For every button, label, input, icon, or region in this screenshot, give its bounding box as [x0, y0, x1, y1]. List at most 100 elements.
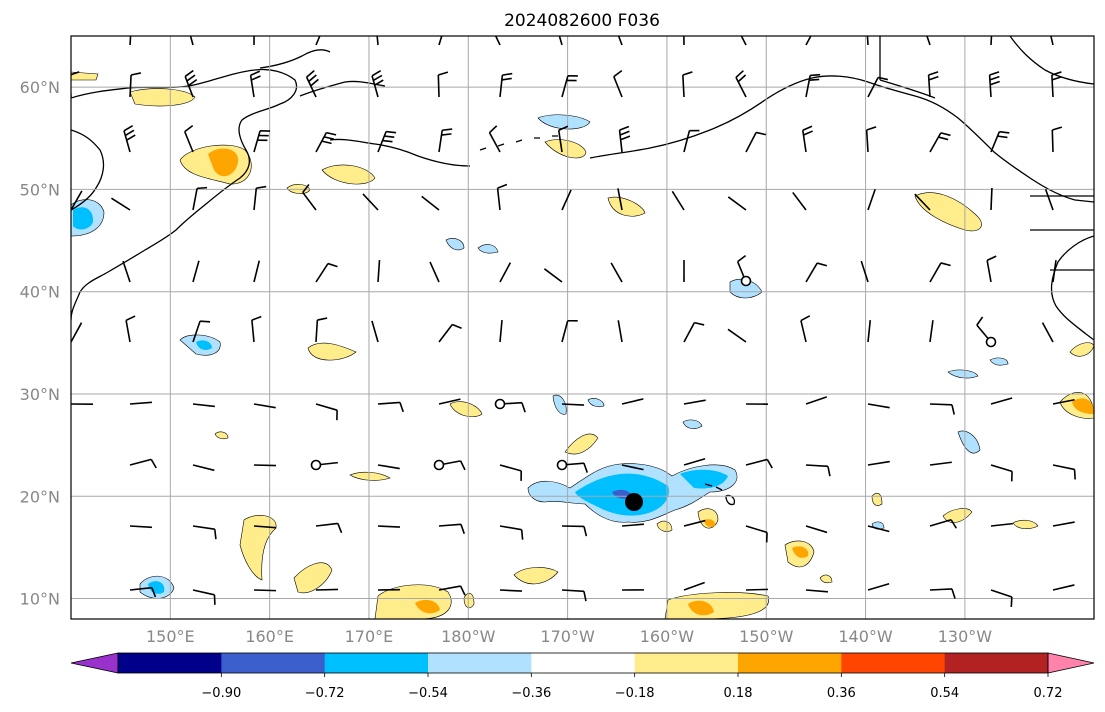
- negative-anomaly-core: [73, 207, 94, 230]
- positive-anomaly-area: [819, 574, 833, 584]
- wind-barb: [990, 522, 1013, 527]
- wind-barb: [1041, 322, 1054, 343]
- positive-anomaly-area: [656, 520, 673, 532]
- wind-barb: [377, 401, 404, 413]
- wind-barb: [305, 70, 319, 98]
- wind-barb: [1052, 521, 1075, 527]
- wind-barb: [376, 36, 379, 46]
- wind-barb: [129, 458, 157, 469]
- colorbar-extend-high: [1047, 652, 1095, 674]
- positive-anomaly-core: [688, 600, 714, 616]
- positive-anomaly-area: [214, 431, 229, 440]
- colorbar-extend-low: [70, 652, 119, 674]
- longitude-label: 180°W: [441, 627, 496, 646]
- wind-barb: [617, 188, 623, 211]
- wind-barb: [613, 69, 623, 98]
- wind-barb: [682, 71, 693, 98]
- wind-barb: [377, 130, 397, 153]
- wind-barb: [315, 36, 321, 46]
- wind-barb: [253, 36, 255, 46]
- anomaly-shading: [71, 71, 1094, 619]
- positive-anomaly-area: [71, 71, 99, 81]
- wind-barb: [123, 125, 136, 153]
- negative-anomaly-core: [196, 340, 212, 350]
- wind-barb: [438, 36, 443, 46]
- wind-barb: [129, 401, 152, 405]
- wind-barb: [192, 525, 217, 540]
- wind-barbs: [71, 36, 1076, 607]
- wind-barb: [618, 125, 631, 153]
- wind-barb: [1051, 126, 1063, 153]
- wind-barb: [371, 320, 379, 343]
- positive-anomaly-area: [463, 592, 475, 609]
- wind-barb: [377, 259, 381, 283]
- positive-anomaly-area: [664, 592, 769, 619]
- storm-markers: [310, 275, 997, 511]
- wind-barb: [745, 588, 769, 591]
- wind-barb: [377, 464, 400, 470]
- wind-barb: [867, 460, 890, 466]
- wind-barb: [1051, 71, 1062, 98]
- colorbar-segment: [634, 653, 739, 673]
- wind-barb: [557, 125, 569, 153]
- wind-barb: [499, 262, 512, 283]
- positive-anomaly-area: [544, 139, 587, 159]
- wind-barb: [315, 131, 337, 153]
- positive-anomaly-area: [349, 471, 391, 481]
- wind-barb: [302, 184, 317, 211]
- wind-barb: [253, 260, 261, 283]
- wind-barb: [621, 464, 644, 471]
- wind-barb: [129, 525, 153, 529]
- wind-barb: [362, 193, 379, 211]
- wind-barb: [865, 126, 877, 153]
- wind-barb: [192, 464, 215, 472]
- wind-barb: [929, 588, 956, 599]
- latitude-label: 60°N: [20, 78, 60, 97]
- wind-barb: [558, 36, 563, 46]
- wind-barb: [377, 525, 401, 528]
- wind-barb: [929, 132, 951, 153]
- wind-barb: [867, 403, 890, 409]
- wind-barb: [129, 36, 132, 46]
- colorbar-tick-label: 0.18: [724, 686, 753, 701]
- negative-anomaly-area: [947, 369, 979, 379]
- wind-barb: [929, 403, 955, 415]
- wind-barb: [740, 36, 747, 46]
- wind-barb: [805, 262, 828, 283]
- wind-barb: [1050, 36, 1054, 46]
- wind-barb: [1052, 464, 1076, 480]
- wind-barb: [122, 260, 131, 283]
- negative-anomaly-area: [477, 244, 499, 254]
- wind-barb: [561, 319, 578, 343]
- colorbar-tick-label: 0.54: [930, 686, 959, 701]
- wind-barb: [805, 464, 831, 477]
- wind-barb: [253, 589, 277, 592]
- colorbar-tick-label: −0.72: [305, 686, 345, 701]
- wind-barb: [621, 523, 644, 527]
- wind-barb: [189, 36, 194, 46]
- wind-barb: [805, 589, 828, 593]
- positive-anomaly-core: [704, 519, 716, 527]
- colorbar-frame: [117, 652, 1049, 674]
- hurricane-symbol-icon: [625, 493, 643, 511]
- wind-barb: [926, 36, 931, 46]
- colorbar-segment: [841, 653, 946, 673]
- wind-barb: [499, 72, 513, 98]
- wind-barb: [617, 320, 623, 343]
- wind-barb: [111, 197, 131, 211]
- colorbar-tick-label: −0.54: [408, 686, 448, 701]
- wind-barb: [867, 76, 889, 98]
- wind-barb: [610, 262, 623, 283]
- wind-barb: [315, 403, 338, 421]
- colorbar-tick-label: 0.36: [827, 686, 856, 701]
- longitude-label: 170°W: [540, 627, 595, 646]
- wind-barb: [867, 320, 872, 343]
- wind-barb: [561, 403, 585, 406]
- wind-barb: [867, 525, 890, 533]
- wind-barb: [125, 315, 136, 343]
- negative-anomaly-area: [682, 419, 703, 429]
- colorbar-tick-label: −0.36: [511, 686, 551, 701]
- wind-barb: [745, 525, 768, 543]
- wind-barb: [929, 461, 952, 466]
